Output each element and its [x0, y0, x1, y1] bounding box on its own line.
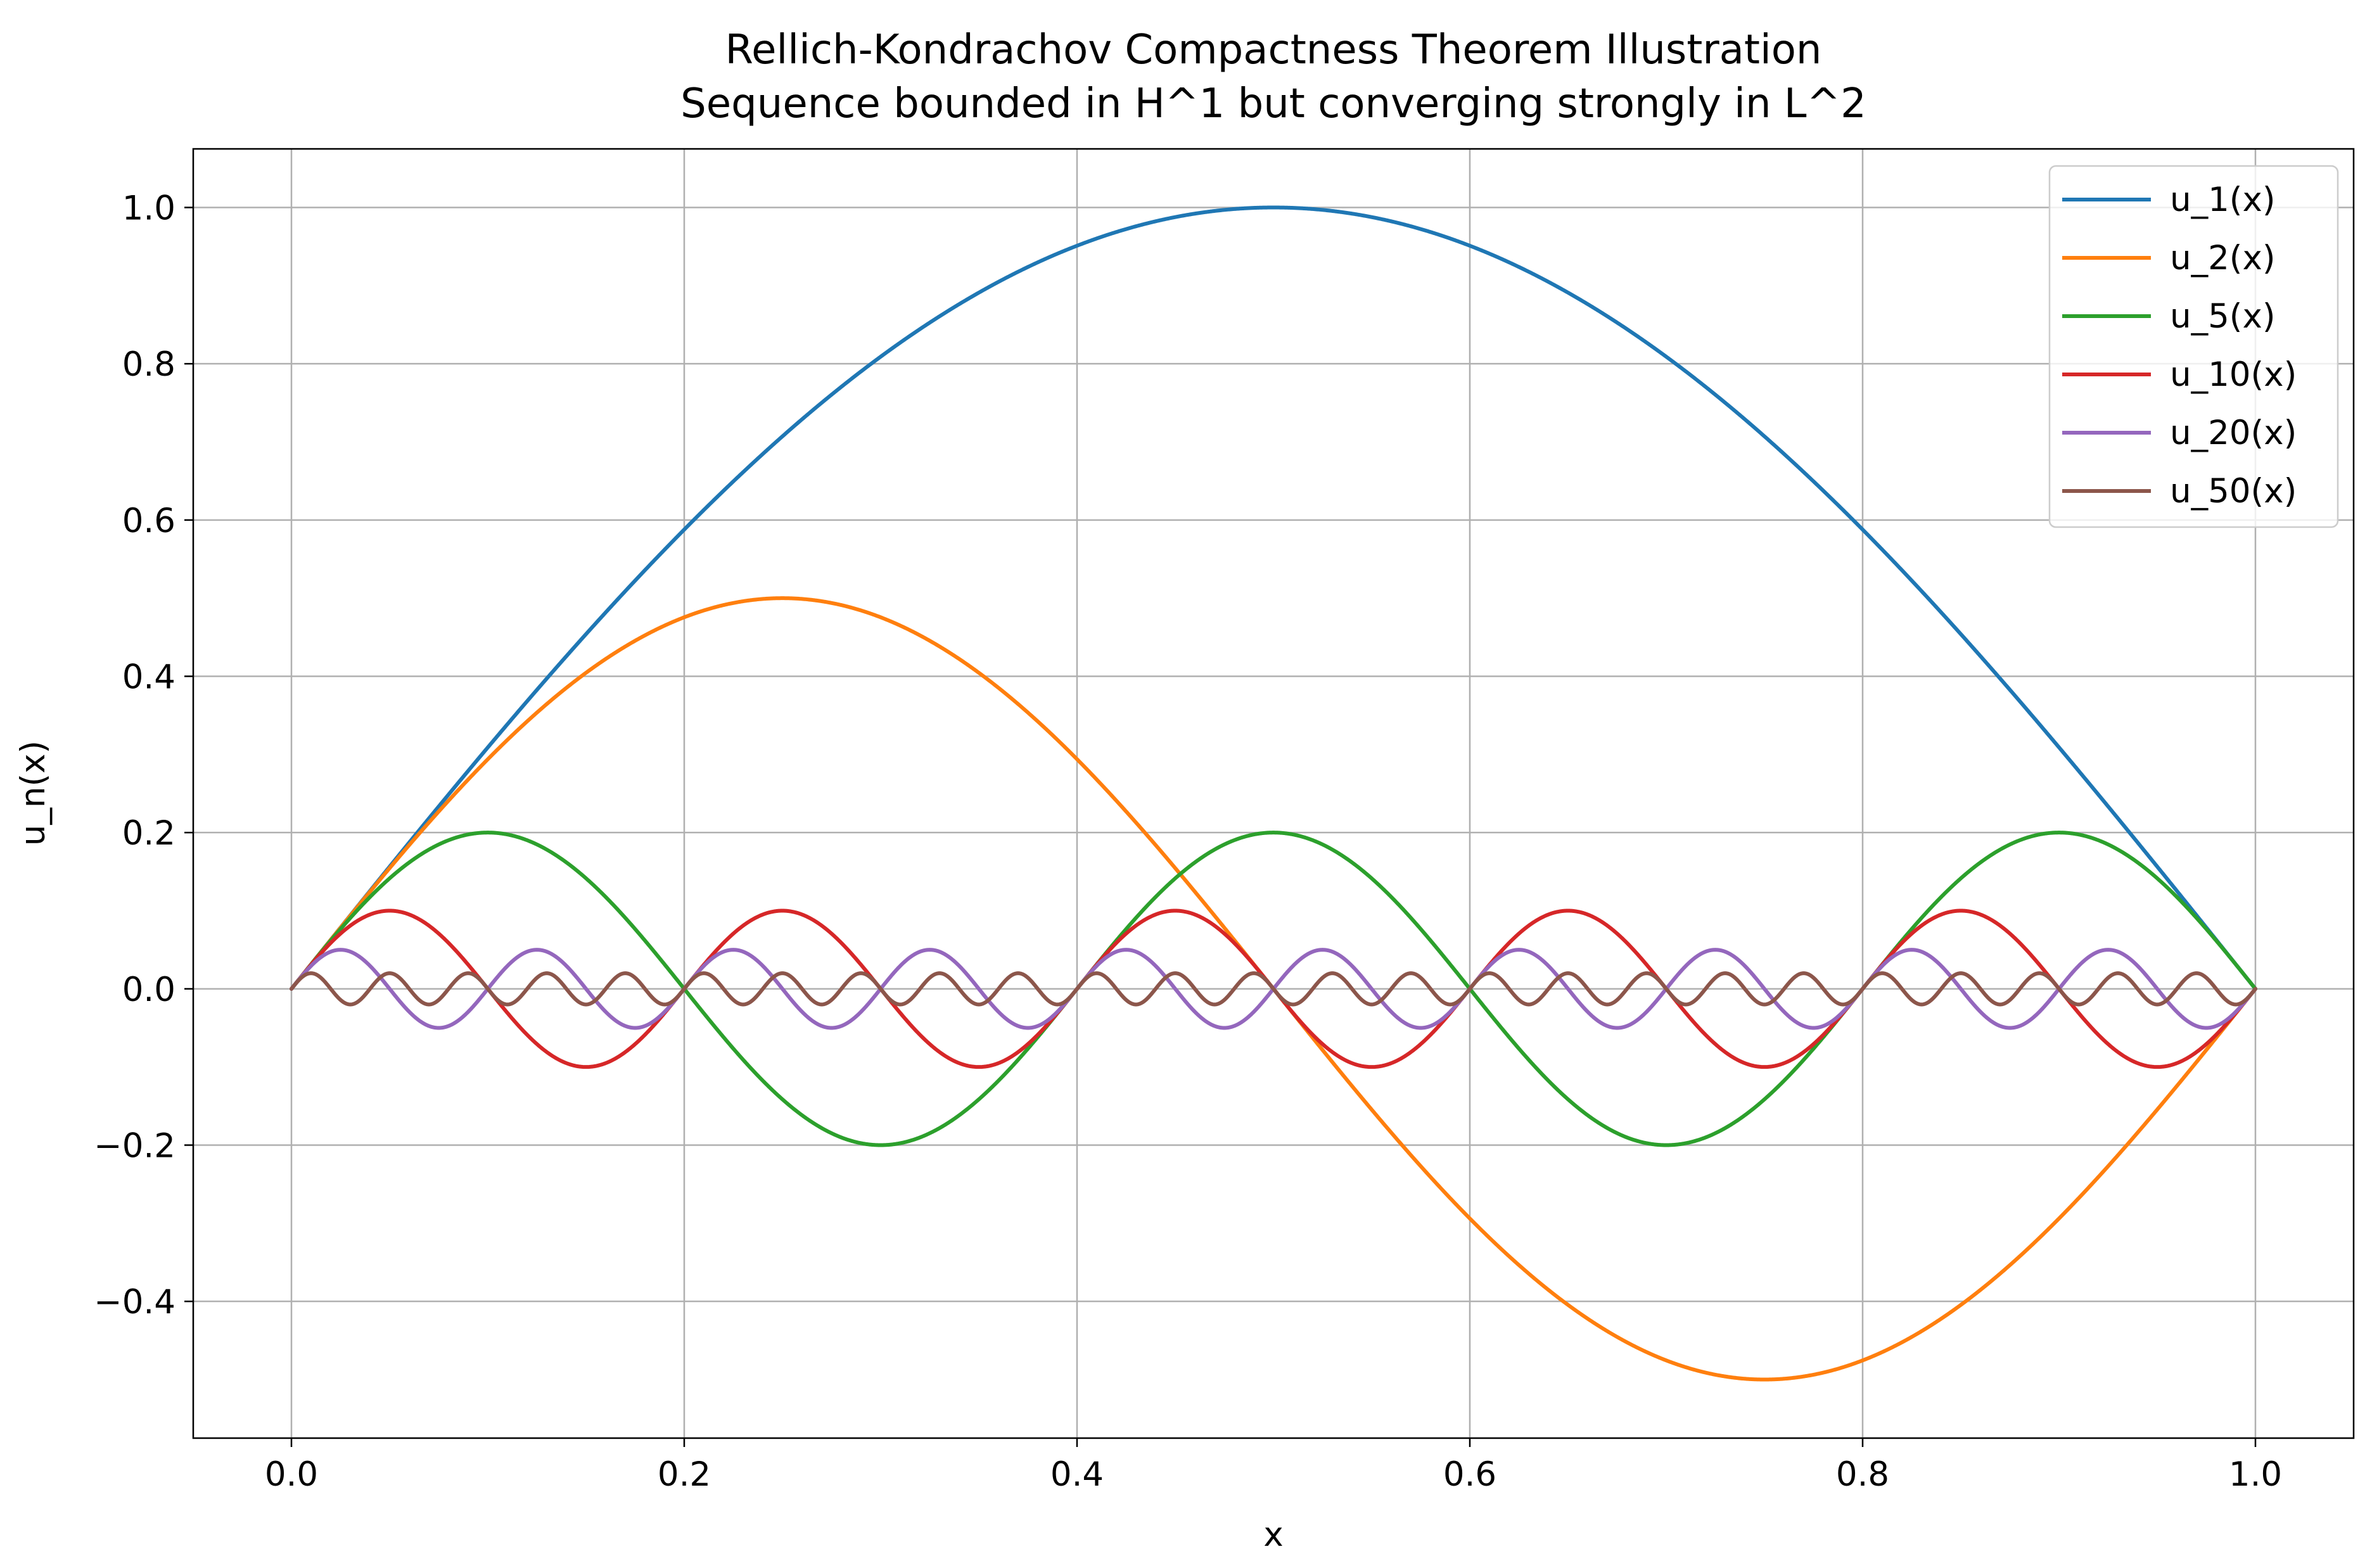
- y-tick-label: 0.2: [122, 814, 175, 853]
- ticks: 0.0 0.2 0.4 0.6 0.8 1.0 −0.4 −0.2 0.0 0.2 0.4 0.6 0.…: [94, 189, 2282, 1495]
- y-tick-label: 0.4: [122, 658, 175, 697]
- legend-label: u_10(x): [2170, 355, 2297, 394]
- series-group: [290, 205, 2257, 1382]
- legend-label: u_5(x): [2170, 297, 2276, 336]
- y-tick-label: 0.8: [122, 345, 175, 384]
- y-tick-label: −0.2: [94, 1127, 175, 1166]
- y-axis-label: u_n(x): [14, 741, 53, 846]
- chart-title: Rellich-Kondrachov Compactness Theorem I…: [725, 27, 1822, 73]
- x-tick-label: 0.8: [1836, 1455, 1889, 1494]
- x-tick-label: 0.6: [1443, 1455, 1496, 1494]
- x-tick-label: 0.4: [1050, 1455, 1104, 1494]
- y-tick-label: 0.0: [122, 971, 175, 1009]
- series-line-u-1-x: [290, 205, 2257, 991]
- y-tick-label: 0.6: [122, 502, 175, 540]
- legend: u_1(x) u_2(x) u_5(x) u_10(x) u_20(x) u_50(x): [2048, 165, 2339, 528]
- legend-label: u_50(x): [2170, 472, 2297, 511]
- series-line-u-50-x: [290, 971, 2257, 1007]
- series-line-u-5-x: [290, 831, 2257, 1147]
- y-tick-label: −0.4: [94, 1283, 175, 1322]
- legend-items: u_1(x) u_2(x) u_5(x) u_10(x) u_20(x) u_50(x): [2062, 181, 2297, 511]
- legend-label: u_20(x): [2170, 414, 2297, 452]
- y-tick-label: 1.0: [122, 189, 175, 228]
- x-tick-label: 0.0: [265, 1455, 318, 1494]
- legend-label: u_2(x): [2170, 239, 2276, 277]
- plot-frame: [192, 148, 2355, 1439]
- x-tick-label: 0.2: [658, 1455, 711, 1494]
- legend-label: u_1(x): [2170, 181, 2276, 219]
- x-axis-label: x: [1263, 1515, 1283, 1554]
- chart-subtitle: Sequence bounded in H^1 but converging s…: [680, 80, 1866, 127]
- x-tick-label: 1.0: [2229, 1455, 2282, 1494]
